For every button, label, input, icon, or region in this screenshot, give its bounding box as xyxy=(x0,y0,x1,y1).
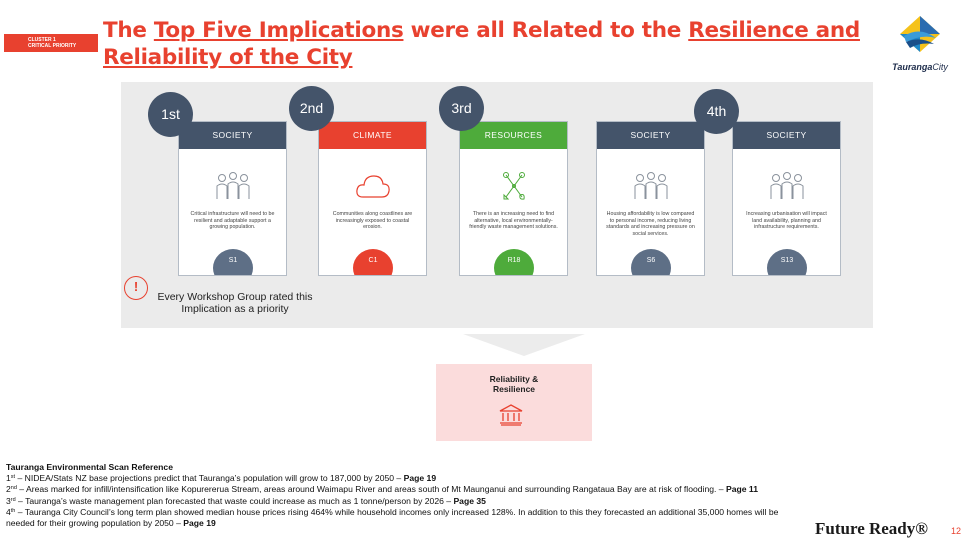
result-title-line1: Reliability & xyxy=(489,374,539,384)
logo-mark-icon xyxy=(900,16,940,52)
card-category: SOCIETY xyxy=(179,122,286,149)
cluster-tag: CLUSTER 1 CRITICAL PRIORITY xyxy=(4,34,98,52)
card-category: CLIMATE xyxy=(319,122,426,149)
rank-badge-3rd: 3rd xyxy=(439,86,484,131)
card-category: SOCIETY xyxy=(733,122,840,149)
card-code: C1 xyxy=(353,249,393,275)
priority-note: Every Workshop Group rated this Implicat… xyxy=(157,291,313,315)
card-code: S13 xyxy=(767,249,807,275)
cloud-icon xyxy=(355,175,390,198)
card-text: There is an increasing need to find alte… xyxy=(469,211,558,231)
reference-item-1: 1st – NIDEA/Stats NZ base projections pr… xyxy=(6,473,437,484)
logo-text: TaurangaCity xyxy=(880,62,960,72)
rank-badge-2nd: 2nd xyxy=(289,86,334,131)
people-icon xyxy=(770,172,803,199)
implication-card-3[interactable]: RESOURCES There is an increasing need to… xyxy=(459,121,568,276)
reference-item-2: 2nd – Areas marked for infill/intensific… xyxy=(6,484,758,495)
title-link-implications[interactable]: Top Five Implications xyxy=(153,18,404,43)
page-reference: Page 19 xyxy=(183,518,216,529)
cluster-tag-line2: CRITICAL PRIORITY xyxy=(28,43,77,49)
institution-icon xyxy=(499,404,523,426)
logo-text-bold: Tauranga xyxy=(892,62,933,72)
implication-card-2[interactable]: CLIMATE Communities along coastlines are… xyxy=(318,121,427,276)
page-title: The Top Five Implications were all Relat… xyxy=(103,17,873,71)
result-title-line2: Resilience xyxy=(492,384,536,394)
references-section: Tauranga Environmental Scan Reference 1s… xyxy=(6,462,806,529)
reliability-resilience-box: Reliability & Resilience xyxy=(436,364,592,441)
people-icon xyxy=(634,172,667,199)
reference-item-4: 4th – Tauranga City Council’s long term … xyxy=(6,506,779,529)
title-part1: The xyxy=(103,18,154,43)
card-code: S1 xyxy=(213,249,253,275)
rank-badge-1st: 1st xyxy=(148,92,193,137)
references-heading: Tauranga Environmental Scan Reference xyxy=(6,462,173,472)
page-reference: Page 35 xyxy=(453,495,486,506)
cluster-tag-line1: CLUSTER 1 xyxy=(28,37,56,43)
exclamation-icon: ! xyxy=(124,276,148,300)
page-reference: Page 11 xyxy=(725,484,758,495)
chevron-down-icon xyxy=(463,334,585,356)
card-code: R18 xyxy=(494,249,534,275)
card-text: Increasing urbanisation will impact land… xyxy=(746,211,827,231)
title-link-resilience[interactable]: Resilience and Reliability of the City xyxy=(103,18,860,70)
card-category: RESOURCES xyxy=(460,122,567,149)
card-text: Critical infrastructure will need to be … xyxy=(190,211,275,231)
card-category: SOCIETY xyxy=(597,122,704,149)
result-title: Reliability & Resilience xyxy=(436,374,592,394)
card-text: Housing affordability is low compared to… xyxy=(606,211,695,238)
page-number: 12 xyxy=(951,526,962,536)
implication-card-4[interactable]: SOCIETY Housing affordability is low com… xyxy=(596,121,705,276)
people-icon xyxy=(216,172,249,199)
reference-item-3: 3rd – Tauranga’s waste management plan f… xyxy=(6,495,486,506)
page-reference: Page 19 xyxy=(403,473,437,484)
tauranga-city-logo: TaurangaCity xyxy=(880,12,960,74)
future-ready-brand: Future Ready® xyxy=(815,519,928,538)
implication-card-5[interactable]: SOCIETY Increasing urbanisation will imp… xyxy=(732,121,841,276)
card-code: S6 xyxy=(631,249,671,275)
implication-card-1[interactable]: SOCIETY Critical infrastructure will nee… xyxy=(178,121,287,276)
card-text: Communities along coastlines are increas… xyxy=(332,211,413,231)
recycle-icon xyxy=(502,172,525,200)
logo-text-light: City xyxy=(932,62,948,72)
rank-badge-4th: 4th xyxy=(694,89,739,134)
title-part2: were all Related to the xyxy=(403,18,689,43)
